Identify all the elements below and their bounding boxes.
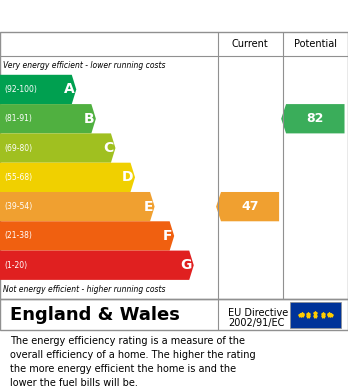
Text: C: C (103, 141, 114, 155)
Polygon shape (0, 133, 116, 163)
Text: England & Wales: England & Wales (10, 306, 180, 324)
Bar (290, 301, 341, 328)
Polygon shape (0, 192, 155, 221)
Text: (92-100): (92-100) (4, 85, 37, 94)
Text: (69-80): (69-80) (4, 143, 32, 152)
Polygon shape (216, 192, 279, 221)
Text: EU Directive: EU Directive (228, 308, 288, 318)
Text: 47: 47 (241, 200, 259, 213)
Text: Potential: Potential (294, 39, 337, 49)
Polygon shape (0, 75, 76, 104)
Polygon shape (281, 104, 345, 133)
Text: Energy Efficiency Rating: Energy Efficiency Rating (10, 7, 240, 25)
Text: B: B (84, 112, 94, 126)
Text: (39-54): (39-54) (4, 202, 32, 211)
Polygon shape (0, 221, 174, 251)
Text: E: E (143, 200, 153, 213)
Text: F: F (163, 229, 173, 243)
Text: (21-38): (21-38) (4, 231, 32, 240)
Text: 2002/91/EC: 2002/91/EC (228, 317, 284, 328)
Polygon shape (0, 251, 194, 280)
Text: The energy efficiency rating is a measure of the
overall efficiency of a home. T: The energy efficiency rating is a measur… (10, 336, 256, 388)
Text: A: A (64, 83, 74, 97)
Text: Current: Current (232, 39, 268, 49)
Text: G: G (181, 258, 192, 272)
Text: Not energy efficient - higher running costs: Not energy efficient - higher running co… (3, 285, 166, 294)
Polygon shape (0, 163, 135, 192)
Text: 82: 82 (307, 112, 324, 125)
Text: D: D (122, 170, 133, 184)
Text: (1-20): (1-20) (4, 261, 27, 270)
Polygon shape (0, 104, 96, 133)
Text: Very energy efficient - lower running costs: Very energy efficient - lower running co… (3, 61, 166, 70)
Text: (81-91): (81-91) (4, 114, 32, 123)
Text: (55-68): (55-68) (4, 173, 32, 182)
